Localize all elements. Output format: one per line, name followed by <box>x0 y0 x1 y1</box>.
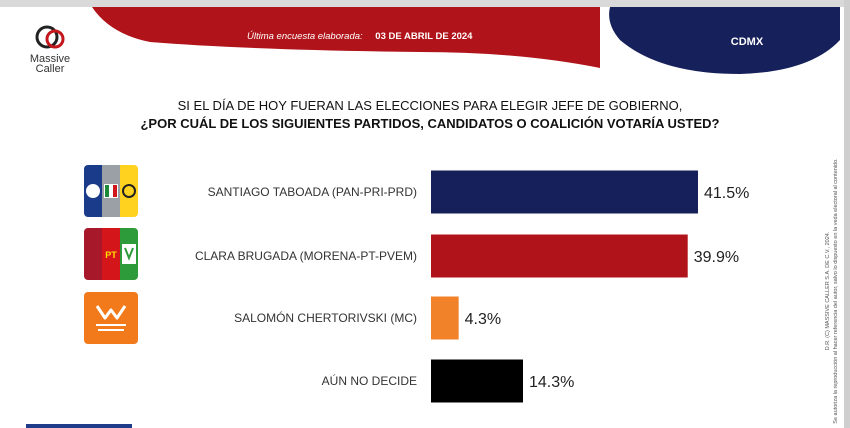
region-label: CDMX <box>730 36 764 48</box>
mc-logo <box>84 292 138 344</box>
navy-banner-shape <box>609 7 840 74</box>
copyright-line2: Se autoriza la reproducción al hacer ref… <box>833 157 839 424</box>
data-label: 41.5% <box>704 185 749 202</box>
data-label: 4.3% <box>465 311 501 328</box>
question-line1: SI EL DÍA DE HOY FUERAN LAS ELECCIONES P… <box>177 98 683 113</box>
top-frame <box>0 0 850 7</box>
survey-date: Última encuesta elaborada: 03 DE ABRIL D… <box>247 31 472 42</box>
bar <box>431 359 524 403</box>
category-label: SALOMÓN CHERTORIVSKI (MC) <box>234 310 417 325</box>
brand-logo: Massive Caller <box>22 24 92 78</box>
category-label: SANTIAGO TABOADA (PAN-PRI-PRD) <box>208 185 417 199</box>
survey-date-value: 03 DE ABRIL DE 2024 <box>375 31 473 42</box>
bar <box>431 296 459 340</box>
bar <box>431 170 698 214</box>
survey-question: SI EL DÍA DE HOY FUERAN LAS ELECCIONES P… <box>100 97 760 133</box>
bar <box>431 234 688 278</box>
copyright-line1: D.R. (C) MASSIVE CALLER S.A. DE C.V., 20… <box>825 231 831 350</box>
bottom-accent <box>26 424 132 428</box>
brand-name: Massive Caller <box>22 53 78 75</box>
pan-pri-prd-logo <box>84 165 138 217</box>
data-label: 39.9% <box>694 249 739 266</box>
red-banner-shape <box>92 7 600 68</box>
category-label: CLARA BRUGADA (MORENA-PT-PVEM) <box>195 249 417 263</box>
category-label: AÚN NO DECIDE <box>322 373 417 388</box>
data-label: 14.3% <box>529 374 574 391</box>
header-banner <box>92 7 840 74</box>
brand-name-line1: Massive <box>29 53 71 65</box>
svg-text:PT: PT <box>105 250 117 260</box>
morena-pt-pvem-logo: PT <box>84 228 138 280</box>
brand-logo-icon <box>35 25 65 49</box>
right-frame <box>844 0 850 428</box>
brand-name-line2: Caller <box>35 63 65 75</box>
question-line2: ¿POR CUÁL DE LOS SIGUIENTES PARTIDOS, CA… <box>140 116 720 131</box>
survey-date-label: Última encuesta elaborada: <box>247 31 363 42</box>
